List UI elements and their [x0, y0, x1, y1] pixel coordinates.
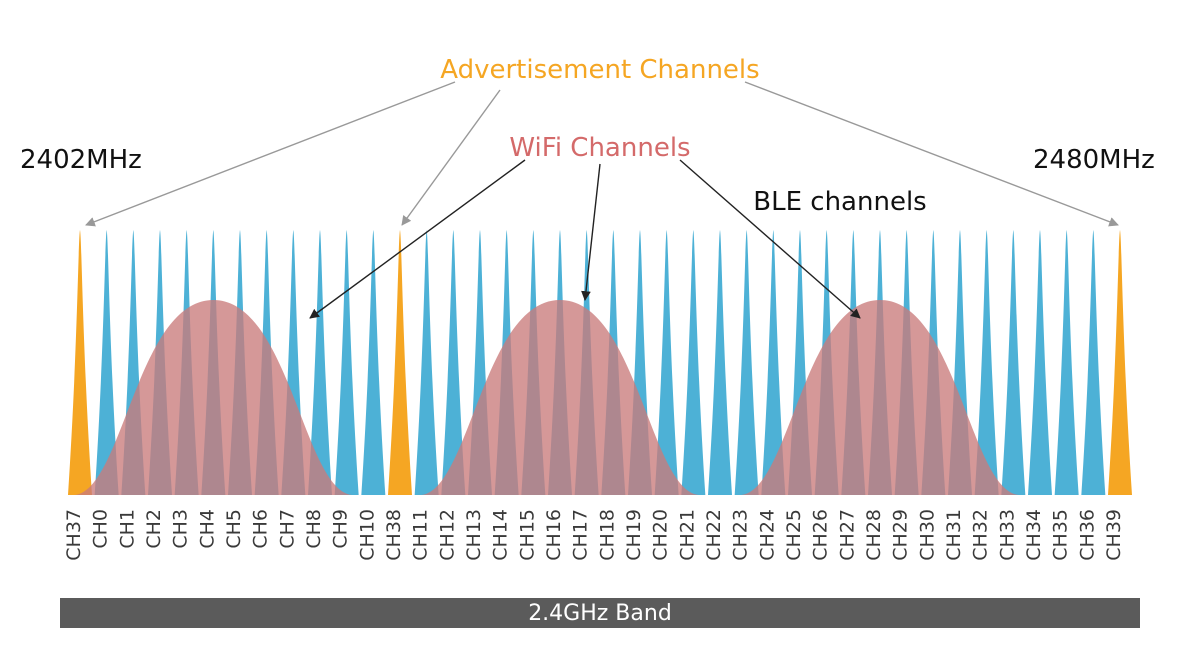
channel-label: CH29 [890, 509, 912, 561]
channel-label: CH19 [623, 509, 645, 561]
channel-label: CH33 [996, 509, 1018, 561]
channel-label: CH38 [383, 509, 405, 561]
channel-label: CH22 [703, 509, 725, 561]
channel-label: CH1 [116, 509, 138, 549]
data-channel-spike [415, 230, 439, 495]
adv-channel-spike [1108, 230, 1132, 495]
channel-label: CH39 [1103, 509, 1125, 561]
wifi-channel-hump [75, 300, 352, 495]
channel-label: CH16 [543, 509, 565, 561]
freq-label-left: 2402MHz [20, 145, 142, 175]
channel-label: CH27 [836, 509, 858, 561]
wifi-humps [75, 300, 1019, 495]
channel-labels: CH37CH0CH1CH2CH3CH4CH5CH6CH7CH8CH9CH10CH… [63, 509, 1125, 561]
channel-label: CH0 [90, 509, 112, 549]
channel-label: CH3 [170, 509, 192, 549]
data-channel-spike [735, 230, 759, 495]
data-channel-spike [1081, 230, 1105, 495]
annotation-arrow [310, 160, 525, 318]
data-channel-spike [1055, 230, 1079, 495]
adv-channel-spike [68, 230, 92, 495]
channel-label: CH30 [916, 509, 938, 561]
channel-label: CH9 [330, 509, 352, 549]
channel-label: CH15 [516, 509, 538, 561]
channel-label: CH24 [756, 509, 778, 561]
channel-label: CH17 [570, 509, 592, 561]
channel-label: CH13 [463, 509, 485, 561]
channel-label: CH23 [730, 509, 752, 561]
wifi-channel-hump [741, 300, 1018, 495]
data-channel-spike [335, 230, 359, 495]
channel-label: CH20 [650, 509, 672, 561]
channel-label: CH31 [943, 509, 965, 561]
channel-label: CH7 [276, 509, 298, 549]
channel-label: CH6 [250, 509, 272, 549]
channel-label: CH18 [596, 509, 618, 561]
data-channel-spike [708, 230, 732, 495]
wifi-channels-title: WiFi Channels [509, 133, 690, 163]
channel-label: CH25 [783, 509, 805, 561]
data-channel-spike [361, 230, 385, 495]
data-channel-spike [1028, 230, 1052, 495]
data-channel-spike [1001, 230, 1025, 495]
channel-label: CH14 [490, 509, 512, 561]
channel-label: CH26 [810, 509, 832, 561]
ble-spectrum-diagram: CH37CH0CH1CH2CH3CH4CH5CH6CH7CH8CH9CH10CH… [0, 0, 1200, 654]
channel-label: CH21 [676, 509, 698, 561]
channel-label: CH2 [143, 509, 165, 549]
channel-label: CH12 [436, 509, 458, 561]
channel-label: CH36 [1076, 509, 1098, 561]
band-bar-label: 2.4GHz Band [528, 601, 672, 626]
wifi-channel-hump [421, 300, 698, 495]
channel-label: CH32 [970, 509, 992, 561]
annotation-arrow [585, 164, 600, 300]
annotation-arrow [680, 160, 860, 318]
freq-label-right: 2480MHz [1033, 145, 1155, 175]
annotation-arrow [402, 90, 500, 225]
channel-label: CH28 [863, 509, 885, 561]
channel-label: CH4 [196, 509, 218, 549]
adv-channel-spike [388, 230, 412, 495]
channel-label: CH5 [223, 509, 245, 549]
channel-label: CH11 [410, 509, 432, 561]
data-channel-spike [681, 230, 705, 495]
channel-label: CH10 [356, 509, 378, 561]
channel-label: CH35 [1050, 509, 1072, 561]
channel-label: CH8 [303, 509, 325, 549]
ble-channels-title: BLE channels [753, 187, 926, 217]
advertisement-channels-title: Advertisement Channels [440, 55, 759, 85]
channel-label: CH37 [63, 509, 85, 561]
channel-label: CH34 [1023, 509, 1045, 561]
